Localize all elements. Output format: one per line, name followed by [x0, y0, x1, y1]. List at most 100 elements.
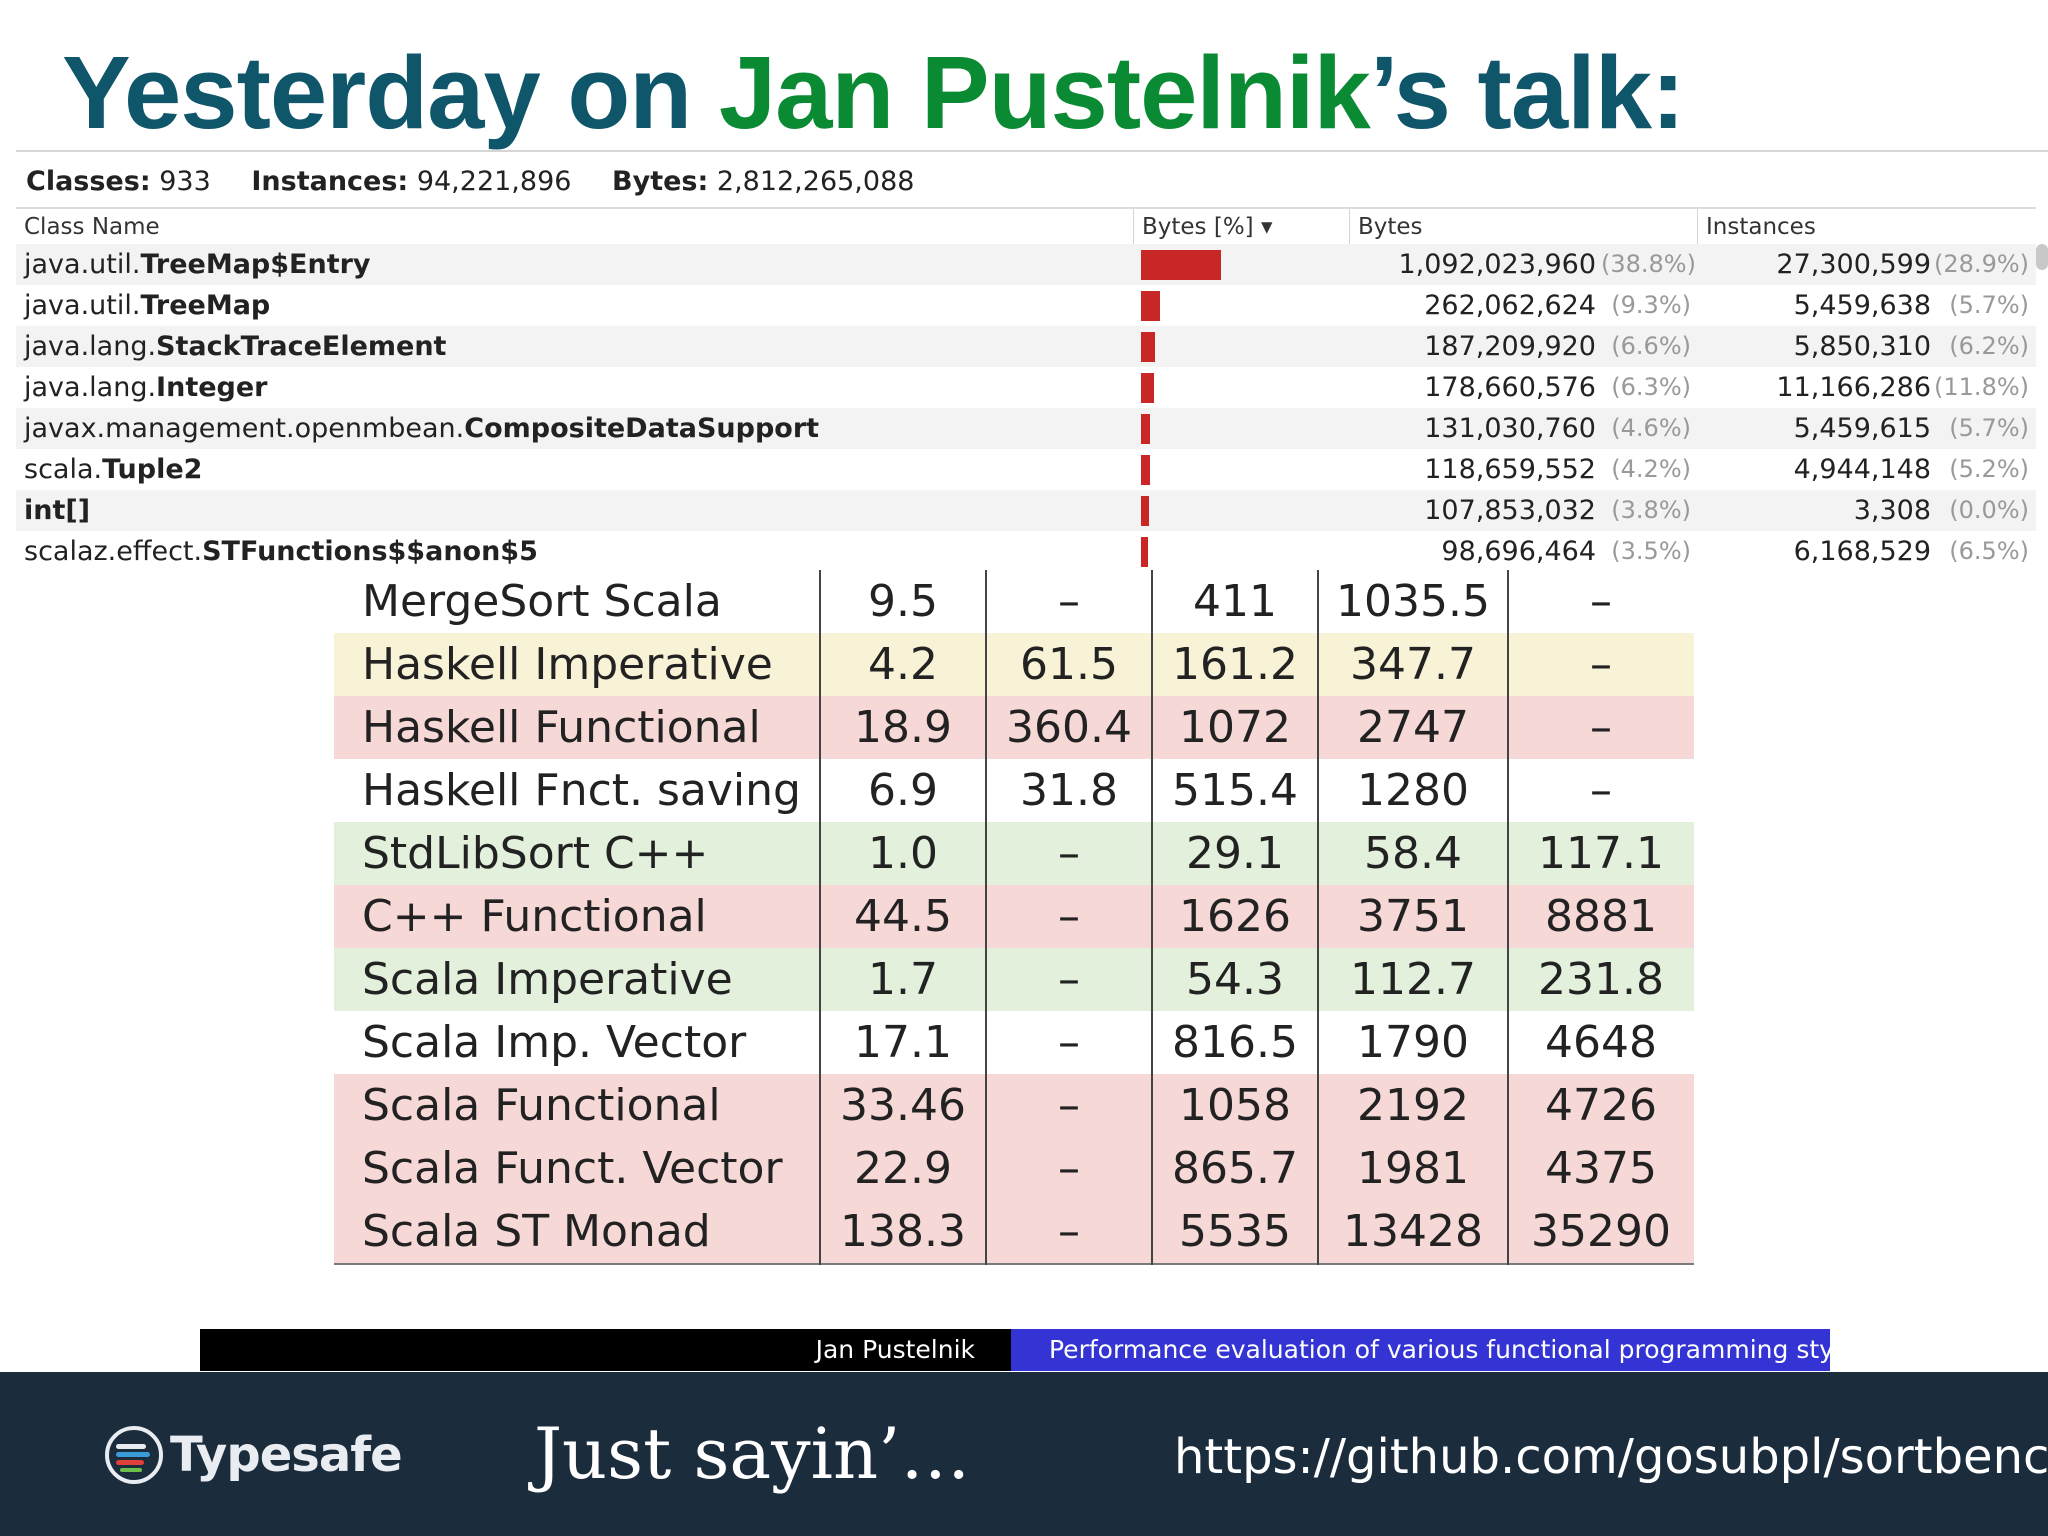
profiler-row[interactable]: scalaz.effect.STFunctions$$anon$5 98,696,…: [16, 531, 2036, 572]
instances-cell: 11,166,286: [1776, 372, 1931, 403]
title-prefix: Yesterday on: [62, 35, 719, 150]
bytes-percent-cell: (6.3%): [1611, 373, 1691, 401]
bytes-cell: 118,659,552: [1424, 454, 1596, 485]
bytes-percent-bar: [1141, 537, 1148, 567]
typesafe-logo-icon: [105, 1426, 163, 1484]
benchmark-name-cell: Scala Imperative: [362, 954, 733, 1005]
column-header-bytes[interactable]: Bytes: [1349, 209, 1696, 245]
bytes-percent-bar: [1141, 455, 1150, 485]
benchmark-row: Scala Funct. Vector 22.9 – 865.7 1981 4375: [334, 1137, 1694, 1202]
profiler-row[interactable]: javax.management.openmbean.CompositeData…: [16, 408, 2036, 449]
benchmark-value-cell: 29.1: [1186, 828, 1284, 879]
benchmark-value-cell: 1058: [1179, 1080, 1291, 1131]
class-package: java.lang.: [24, 331, 157, 362]
column-divider: [985, 570, 987, 1265]
benchmark-value-cell: 138.3: [840, 1206, 966, 1257]
column-header-bytes-percent[interactable]: Bytes [%] ▾: [1133, 209, 1348, 245]
instances-percent-cell: (5.7%): [1949, 414, 2029, 442]
bytes-percent-cell: (3.8%): [1611, 496, 1691, 524]
benchmark-value-cell: 1035.5: [1336, 576, 1490, 627]
benchmark-value-cell: 1280: [1357, 765, 1469, 816]
profiler-row[interactable]: java.util.TreeMap 262,062,624 (9.3%) 5,459,…: [16, 285, 2036, 326]
instances-percent-cell: (5.7%): [1949, 291, 2029, 319]
column-divider: [1507, 570, 1509, 1265]
classes-label: Classes:: [26, 166, 151, 197]
slide-title: Yesterday on Jan Pustelnik’s talk:: [62, 30, 1685, 155]
class-package: java.util.: [24, 290, 141, 321]
benchmark-value-cell: 2747: [1357, 702, 1469, 753]
benchmark-value-cell: 1790: [1357, 1017, 1469, 1068]
profiler-row[interactable]: java.lang.Integer 178,660,576 (6.3%) 11,166…: [16, 367, 2036, 408]
bytes-percent-bar: [1141, 291, 1160, 321]
benchmark-value-cell: 13428: [1343, 1206, 1483, 1257]
typesafe-logo-text: Typesafe: [170, 1427, 403, 1483]
instances-percent-cell: (28.9%): [1934, 250, 2029, 278]
benchmark-value-cell: 4.2: [868, 639, 938, 690]
class-name-cell: java.util.TreeMap: [24, 285, 270, 326]
benchmark-value-cell: –: [1058, 891, 1080, 942]
benchmark-value-cell: 4375: [1545, 1143, 1657, 1194]
benchmark-row: Scala ST Monad 138.3 – 5535 13428 35290: [334, 1200, 1694, 1265]
instances-cell: 6,168,529: [1793, 536, 1931, 567]
instances-cell: 5,459,615: [1793, 413, 1931, 444]
benchmark-value-cell: 347.7: [1350, 639, 1476, 690]
class-name-cell: javax.management.openmbean.CompositeData…: [24, 408, 819, 449]
benchmark-value-cell: –: [1058, 1206, 1080, 1257]
bytes-percent-bar: [1141, 332, 1155, 362]
instances-percent-cell: (5.2%): [1949, 455, 2029, 483]
class-package: java.util.: [24, 249, 141, 280]
benchmark-value-cell: 1981: [1357, 1143, 1469, 1194]
benchmark-name-cell: Scala ST Monad: [362, 1206, 711, 1257]
profiler-row[interactable]: int[] 107,853,032 (3.8%) 3,308 (0.0%): [16, 490, 2036, 531]
class-name-cell: scala.Tuple2: [24, 449, 202, 490]
slide-footer: Typesafe Just sayin’… https://github.com…: [0, 1372, 2048, 1536]
profiler-row[interactable]: java.lang.StackTraceElement 187,209,920 (6…: [16, 326, 2036, 367]
class-name-cell: java.lang.Integer: [24, 367, 268, 408]
benchmark-value-cell: 18.9: [854, 702, 952, 753]
benchmark-name-cell: MergeSort Scala: [362, 576, 722, 627]
benchmark-value-cell: 8881: [1545, 891, 1657, 942]
talk-footer-bar: Jan Pustelnik Performance evaluation of …: [200, 1329, 1830, 1371]
benchmark-value-cell: 33.46: [840, 1080, 966, 1131]
bytes-percent-cell: (3.5%): [1611, 537, 1691, 565]
benchmark-row: MergeSort Scala 9.5 – 411 1035.5 –: [334, 570, 1694, 635]
benchmark-value-cell: –: [1058, 576, 1080, 627]
class-package: scala.: [24, 454, 103, 485]
benchmark-row: StdLibSort C++ 1.0 – 29.1 58.4 117.1: [334, 822, 1694, 887]
bytes-value: 2,812,265,088: [716, 166, 915, 197]
benchmark-value-cell: 5535: [1179, 1206, 1291, 1257]
bytes-percent-cell: (4.2%): [1611, 455, 1691, 483]
tagline: Just sayin’…: [534, 1413, 971, 1495]
bytes-percent-cell: (4.6%): [1611, 414, 1691, 442]
instances-cell: 5,850,310: [1793, 331, 1931, 362]
repository-link[interactable]: https://github.com/gosubpl/sortbench: [1174, 1429, 2048, 1485]
class-simple-name: TreeMap$Entry: [140, 249, 371, 280]
instances-cell: 27,300,599: [1776, 249, 1931, 280]
benchmark-value-cell: 9.5: [868, 576, 938, 627]
column-divider: [819, 570, 821, 1265]
instances-cell: 3,308: [1853, 495, 1931, 526]
profiler-row[interactable]: scala.Tuple2 118,659,552 (4.2%) 4,944,148 (5…: [16, 449, 2036, 490]
bytes-cell: 131,030,760: [1424, 413, 1596, 444]
benchmark-name-cell: Scala Funct. Vector: [362, 1143, 783, 1194]
column-header-instances[interactable]: Instances: [1697, 209, 2026, 245]
benchmark-value-cell: 117.1: [1538, 828, 1664, 879]
benchmark-row: Scala Functional 33.46 – 1058 2192 4726: [334, 1074, 1694, 1139]
benchmark-value-cell: 3751: [1357, 891, 1469, 942]
instances-label: Instances:: [251, 166, 409, 197]
bytes-label: Bytes:: [612, 166, 709, 197]
benchmark-value-cell: 58.4: [1364, 828, 1462, 879]
class-simple-name: TreeMap: [140, 290, 271, 321]
title-speaker-name: Jan Pustelnik: [718, 35, 1371, 150]
benchmark-value-cell: 54.3: [1186, 954, 1284, 1005]
benchmark-value-cell: 865.7: [1172, 1143, 1298, 1194]
class-package: scalaz.effect.: [24, 536, 203, 567]
instances-percent-cell: (6.5%): [1949, 537, 2029, 565]
scrollbar-thumb[interactable]: [2036, 244, 2048, 270]
class-name-cell: scalaz.effect.STFunctions$$anon$5: [24, 531, 538, 572]
talk-title: Performance evaluation of various functi…: [1011, 1329, 1830, 1371]
column-header-class-name[interactable]: Class Name: [24, 214, 160, 240]
benchmark-value-cell: 61.5: [1020, 639, 1118, 690]
classes-value: 933: [159, 166, 211, 197]
profiler-row[interactable]: java.util.TreeMap$Entry 1,092,023,960 (38.…: [16, 244, 2036, 285]
